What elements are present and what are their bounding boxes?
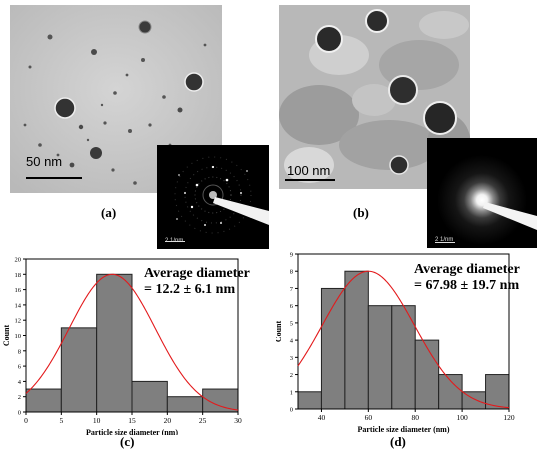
histogram-bar — [60, 327, 98, 413]
gaussian-fit-curve — [297, 270, 510, 409]
x-tick-label: 120 — [503, 413, 515, 422]
y-tick-label: 20 — [15, 257, 22, 264]
histogram-bar — [367, 305, 393, 410]
y-tick-label: 8 — [290, 269, 293, 276]
y-tick-label: 14 — [15, 302, 22, 309]
average-diameter-value-d: = 67.98 ± 19.7 nm — [414, 278, 520, 293]
x-tick-label: 10 — [93, 416, 101, 425]
y-tick-label: 2 — [18, 394, 21, 401]
y-tick-label: 4 — [290, 338, 294, 345]
y-tick-label: 16 — [15, 287, 22, 294]
average-diameter-value-c: = 12.2 ± 6.1 nm — [144, 282, 236, 297]
x-tick-label: 80 — [411, 413, 419, 422]
histogram-bar — [131, 380, 168, 413]
average-diameter-label-d: Average diameter = 67.98 ± 19.7 nm — [414, 262, 520, 294]
y-tick-label: 18 — [15, 272, 22, 279]
y-axis-label: Count — [276, 320, 283, 342]
histogram-bar — [96, 273, 133, 413]
histogram-chart-c: 0 5 10 15 20 25 30 0 2 4 6 8 10 12 14 16 18 20 Particle si… — [2, 257, 242, 436]
histogram-bar — [166, 396, 204, 413]
x-axis-label: Particle size diameter (nm) — [86, 428, 178, 435]
x-axis-label: Particle size diameter (nm) — [357, 425, 449, 434]
y-tick-label: 0 — [290, 407, 293, 414]
y-tick-label: 9 — [290, 252, 293, 259]
panel-label-c: (c) — [120, 434, 135, 449]
average-diameter-label-c: Average diameter = 12.2 ± 6.1 nm — [144, 266, 250, 298]
histogram-bar — [344, 270, 369, 410]
x-tick-label: 5 — [59, 416, 63, 425]
y-tick-label: 6 — [18, 364, 22, 371]
saed-scale-label-a: 2 1/nm — [165, 238, 184, 244]
x-tick-label: 30 — [234, 416, 242, 425]
y-tick-label: 2 — [290, 372, 293, 379]
histogram-bar — [414, 339, 440, 410]
gaussian-fit-curve — [25, 273, 239, 411]
y-tick-label: 5 — [290, 320, 293, 327]
x-tick-label: 20 — [164, 416, 172, 425]
x-tick-label: 0 — [24, 416, 28, 425]
y-tick-label: 1 — [290, 389, 293, 396]
panel-label-a: (a) — [101, 205, 117, 220]
plot-frame — [297, 253, 510, 410]
y-tick-label: 10 — [15, 333, 22, 340]
panel-label-b: (b) — [353, 205, 369, 220]
x-tick-label: 100 — [456, 413, 468, 422]
saed-scale-label-b: 2 1/nm — [435, 237, 454, 243]
y-tick-label: 4 — [18, 379, 22, 386]
y-tick-label: 7 — [290, 286, 294, 293]
histogram-bar — [485, 374, 510, 410]
saed-inset-b — [427, 138, 537, 248]
scale-bar-label-a: 50 nm — [26, 154, 63, 169]
y-tick-label: 0 — [18, 410, 21, 417]
histogram-bar — [297, 391, 322, 410]
tem-image-a — [10, 5, 222, 193]
y-tick-label: 3 — [290, 355, 293, 362]
x-tick-label: 60 — [365, 413, 373, 422]
average-diameter-title-d: Average diameter — [414, 262, 520, 277]
histogram-bar — [25, 388, 62, 413]
histogram-chart-d: 40 60 80 100 120 0 1 2 3 4 5 6 7 8 9 Particle size diam… — [276, 252, 515, 435]
panel-label-d: (d) — [390, 434, 406, 449]
y-tick-label: 12 — [15, 318, 22, 325]
histogram-bar — [438, 374, 463, 410]
y-tick-label: 6 — [290, 303, 294, 310]
x-tick-label: 25 — [199, 416, 207, 425]
scale-bar-label-b: 100 nm — [287, 163, 331, 178]
y-axis-label: Count — [2, 324, 11, 346]
x-tick-label: 15 — [128, 416, 136, 425]
saed-inset-a — [157, 145, 269, 249]
average-diameter-title-c: Average diameter — [144, 266, 250, 281]
y-tick-label: 8 — [18, 348, 21, 355]
x-tick-label: 40 — [318, 413, 326, 422]
